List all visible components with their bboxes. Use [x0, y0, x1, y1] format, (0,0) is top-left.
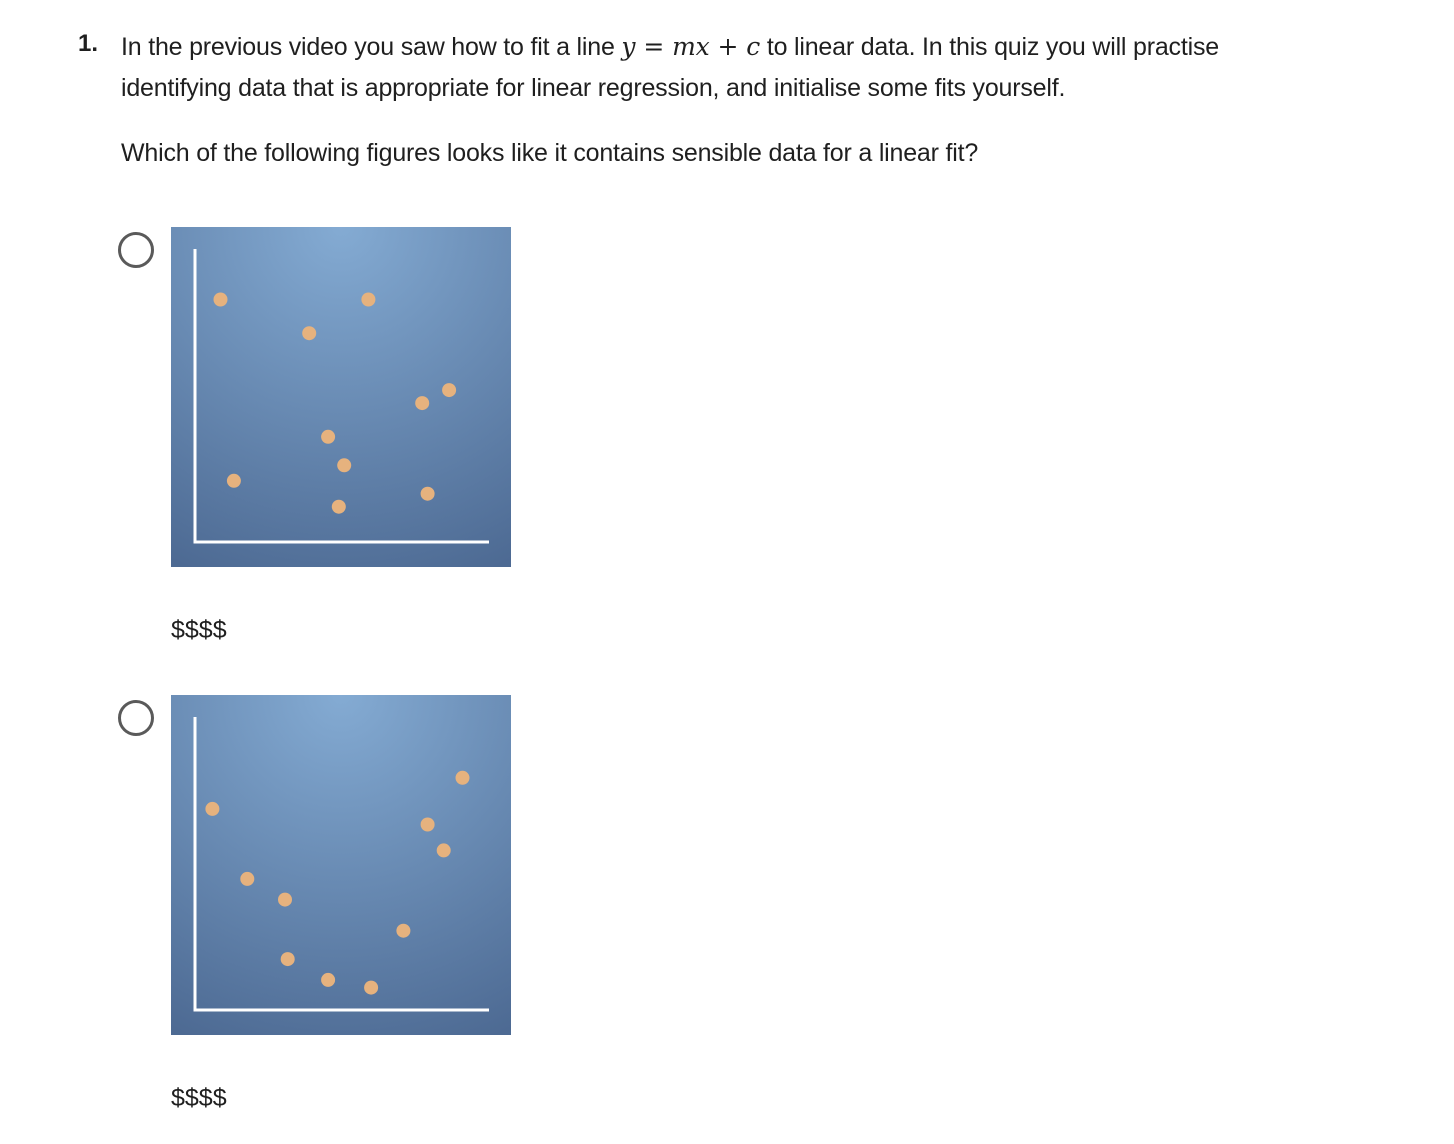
radio-button-option-1[interactable] [118, 232, 154, 268]
question-intro-part-1: In the previous video you saw how to fit… [121, 33, 622, 61]
data-point [361, 292, 376, 307]
data-point [337, 458, 352, 473]
data-point [205, 801, 220, 816]
data-point [321, 429, 336, 444]
equation-equals: = [643, 32, 665, 61]
radio-button-option-2[interactable] [118, 700, 154, 736]
data-point [278, 892, 292, 907]
plot-background [171, 227, 511, 567]
scatter-plot-option-1 [171, 227, 511, 567]
equation-plus: + [717, 32, 739, 61]
scatter-plot-option-2 [171, 695, 511, 1035]
scatter-chart-option-1 [171, 227, 511, 567]
data-points [205, 770, 470, 995]
data-point [415, 396, 430, 411]
data-point [226, 473, 241, 488]
question-intro-line-1: In the previous video you saw how to fit… [121, 26, 1351, 68]
data-point [213, 292, 228, 307]
equation-c: c [746, 32, 761, 61]
data-point [302, 326, 317, 341]
data-point [420, 486, 435, 501]
data-point [280, 952, 295, 967]
equation-y: y [621, 32, 636, 61]
question-prompt: Which of the following figures looks lik… [121, 139, 979, 167]
data-point [442, 383, 457, 398]
plot-background [171, 695, 511, 1035]
question-intro-part-2: to linear data. In this quiz you will pr… [760, 33, 1219, 61]
line-equation: y = mx + c [621, 32, 760, 61]
scatter-chart-option-2 [171, 695, 511, 1035]
question-number: 1. [78, 30, 99, 57]
data-point [396, 923, 411, 938]
question-intro-line-2: identifying data that is appropriate for… [121, 74, 1066, 102]
data-point [364, 980, 379, 995]
data-point [331, 499, 346, 514]
option-caption-2: $$$$ [171, 1084, 227, 1112]
data-point [240, 871, 255, 886]
option-caption-1: $$$$ [171, 616, 227, 644]
question-intro: In the previous video you saw how to fit… [121, 26, 1351, 109]
data-point [321, 972, 336, 987]
data-points [213, 292, 457, 514]
equation-mx: mx [672, 32, 710, 61]
data-point [420, 817, 435, 832]
data-point [455, 770, 470, 785]
data-point [436, 843, 451, 858]
